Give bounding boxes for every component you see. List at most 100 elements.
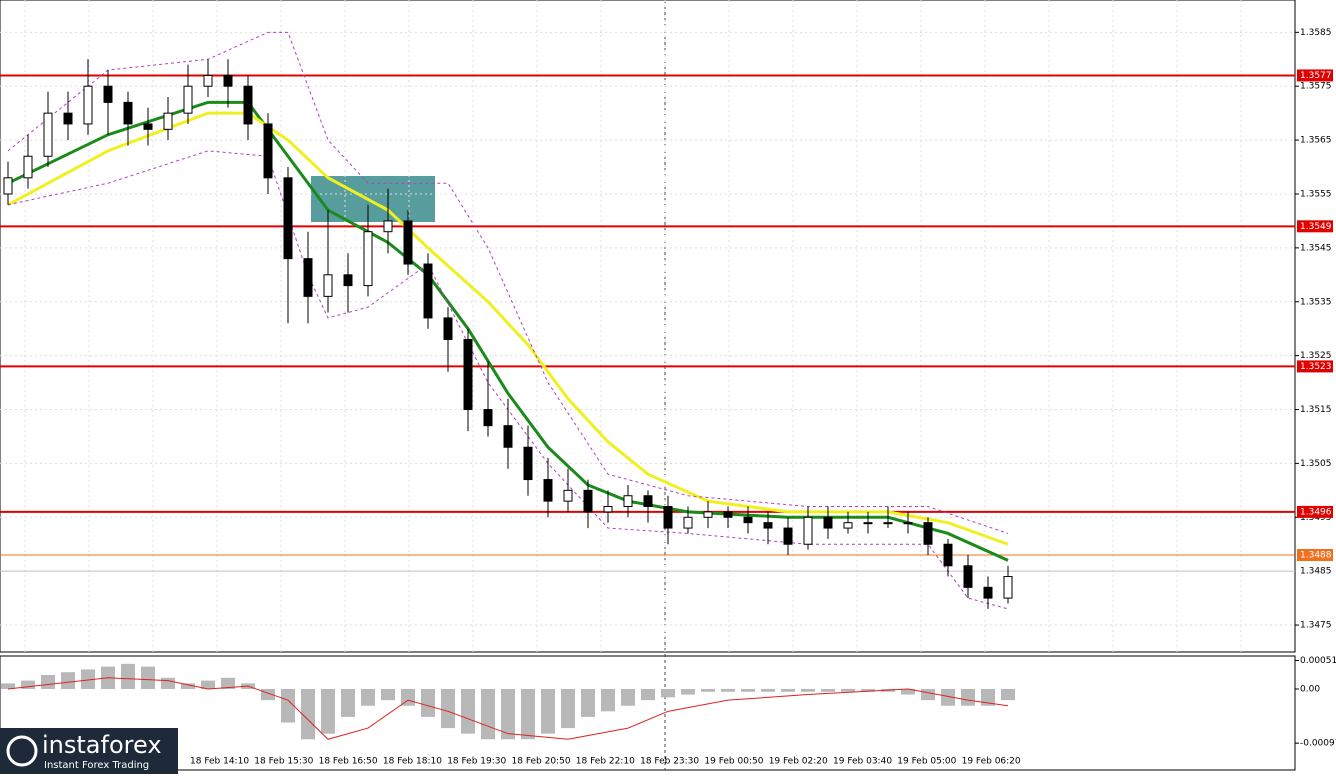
- osc-bar: [121, 663, 135, 689]
- candle-body: [423, 263, 433, 319]
- osc-bar: [361, 688, 375, 706]
- osc-bar: [161, 677, 175, 689]
- candle-body: [723, 511, 733, 518]
- candle-body: [143, 123, 153, 130]
- osc-bar: [541, 688, 555, 734]
- x-tick-label: 18 Feb 14:10: [190, 757, 249, 767]
- x-tick-label: 19 Feb 06:20: [962, 757, 1021, 767]
- candle-body: [83, 85, 93, 125]
- osc-bar: [801, 688, 815, 692]
- osc-bar: [461, 688, 475, 734]
- osc-bar: [1, 683, 15, 689]
- osc-bar: [761, 688, 775, 692]
- candle-body: [683, 516, 693, 529]
- osc-bar: [481, 688, 495, 740]
- osc-bar: [21, 680, 35, 689]
- osc-frame: [0, 655, 1296, 771]
- osc-bar: [601, 688, 615, 712]
- x-tick-label: 18 Feb 16:50: [319, 757, 378, 767]
- candle-body: [183, 85, 193, 114]
- osc-bar: [141, 666, 155, 689]
- candle-body: [203, 74, 213, 87]
- candle-body: [303, 258, 313, 297]
- x-tick-label: 19 Feb 05:00: [897, 757, 956, 767]
- candle-body: [603, 506, 613, 513]
- candle-body: [823, 516, 833, 529]
- osc-signal: [7, 677, 1009, 740]
- osc-bar: [501, 688, 515, 740]
- osc-bar: [981, 688, 995, 706]
- logo-name: instaforex: [42, 731, 162, 759]
- candle-body: [963, 565, 973, 588]
- y-tick-label: 1.3505: [1300, 459, 1332, 469]
- candle-body: [263, 123, 273, 179]
- logo-box: [0, 728, 178, 774]
- osc-bar: [581, 688, 595, 717]
- y-tick-label: 1.3475: [1300, 621, 1332, 631]
- candle-body: [163, 112, 173, 130]
- candle-body: [703, 511, 713, 518]
- price-level-label: 1.3523: [1300, 362, 1332, 372]
- osc-bar: [281, 688, 295, 723]
- candle-body: [103, 85, 113, 103]
- osc-bar: [781, 688, 795, 692]
- x-tick-label: 19 Feb 02:20: [769, 757, 828, 767]
- price-level-tag: [1297, 360, 1333, 373]
- candle-body: [863, 522, 873, 525]
- candle-body: [903, 522, 913, 525]
- candle-body: [943, 543, 953, 567]
- candle-body: [383, 220, 393, 233]
- osc-bar: [261, 688, 275, 701]
- candle-body: [803, 516, 813, 545]
- osc-bar: [341, 688, 355, 717]
- price-level-tag: [1297, 549, 1333, 562]
- price-level-tag: [1297, 69, 1333, 82]
- y-tick-label: 1.3555: [1300, 189, 1332, 199]
- y-tick-label: 1.3575: [1300, 82, 1332, 92]
- main-frame: [0, 0, 1296, 653]
- x-tick-label: 18 Feb 23:30: [640, 757, 699, 767]
- logo-tagline: Instant Forex Trading: [44, 760, 149, 771]
- candle-body: [243, 85, 253, 125]
- candle-body: [3, 177, 13, 195]
- y-tick-label: 1.3535: [1300, 297, 1332, 307]
- osc-bar: [661, 688, 675, 698]
- candle-body: [363, 231, 373, 287]
- x-tick-label: 18 Feb 19:30: [447, 757, 506, 767]
- osc-bar: [961, 688, 975, 706]
- candle-body: [43, 112, 53, 157]
- candle-body: [583, 489, 593, 513]
- price-level-tag: [1297, 220, 1333, 233]
- osc-bar: [181, 683, 195, 689]
- osc-bar: [821, 688, 835, 692]
- candle-body: [123, 101, 133, 125]
- y-tick-label: 1.3565: [1300, 136, 1332, 146]
- x-tick-label: 18 Feb 22:10: [576, 757, 635, 767]
- osc-bar: [61, 672, 75, 689]
- x-tick-label: 18 Feb 20:50: [512, 757, 571, 767]
- osc-bar: [321, 688, 335, 734]
- candle-body: [763, 522, 773, 529]
- candle-body: [623, 495, 633, 508]
- candle-body: [523, 446, 533, 481]
- candle-body: [543, 479, 553, 502]
- osc-tick-label: 0.00051: [1300, 656, 1336, 666]
- price-level-tag: [1297, 505, 1333, 518]
- candle-body: [503, 425, 513, 448]
- y-tick-label: 1.3515: [1300, 405, 1332, 415]
- osc-bar: [641, 688, 655, 701]
- candle-body: [63, 112, 73, 125]
- candle-body: [23, 155, 33, 179]
- candle-body: [483, 409, 493, 427]
- x-tick-label: 18 Feb 15:30: [254, 757, 313, 767]
- candle-body: [663, 506, 673, 529]
- osc-bar: [701, 688, 715, 692]
- osc-bar: [621, 688, 635, 706]
- osc-tick-label: 0.00: [1300, 684, 1320, 694]
- candle-body: [643, 495, 653, 508]
- candle-body: [443, 317, 453, 340]
- y-tick-label: 1.3585: [1300, 28, 1332, 38]
- y-tick-label: 1.3525: [1300, 351, 1332, 361]
- candle-body: [223, 74, 233, 87]
